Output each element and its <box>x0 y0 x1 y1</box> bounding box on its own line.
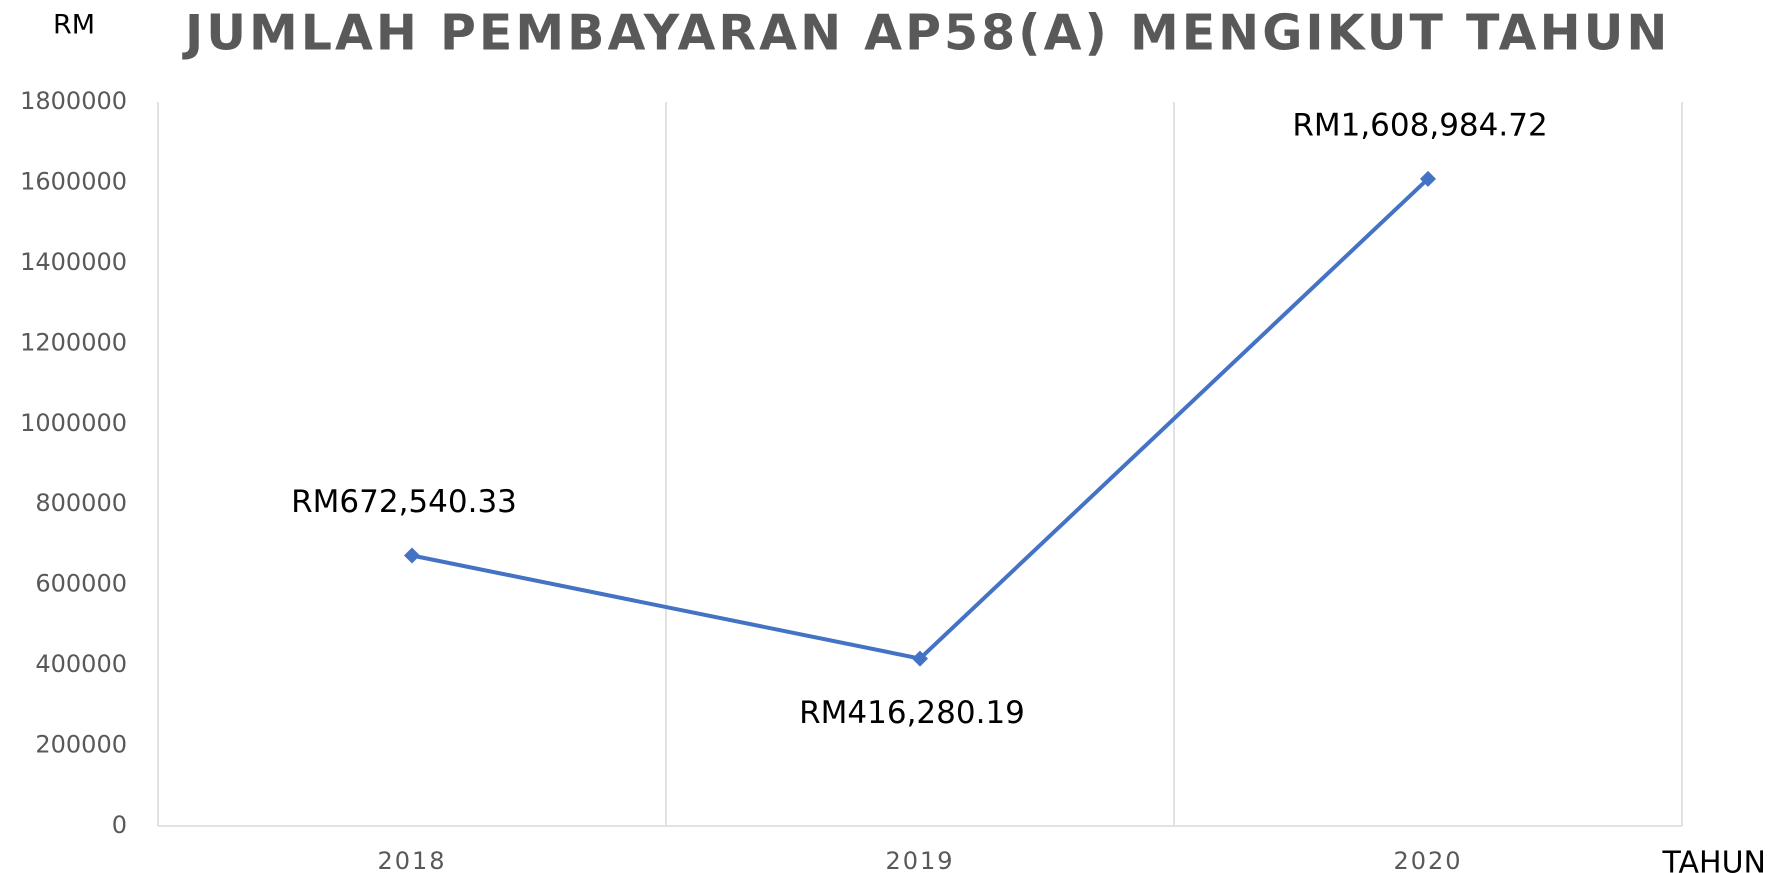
y-tick-label: 200000 <box>35 731 127 759</box>
y-tick-label: 1600000 <box>20 167 127 195</box>
y-tick-label: 1400000 <box>20 248 127 276</box>
line <box>411 177 1430 661</box>
marker <box>1420 170 1436 187</box>
data-label: RM1,608,984.72 <box>1292 107 1547 143</box>
x-tick-label: 2020 <box>1393 847 1462 873</box>
x-tick-label: 2019 <box>885 847 954 873</box>
y-tick-label: 800000 <box>35 489 127 517</box>
marker <box>404 547 420 564</box>
y-tick-label: 400000 <box>35 650 127 678</box>
chart-title: JUMLAH PEMBAYARAN AP58(A) MENGIKUT TAHUN <box>182 5 1670 62</box>
marker <box>912 650 928 667</box>
data-label: RM416,280.19 <box>799 695 1025 731</box>
x-tick-label: 2018 <box>377 847 446 873</box>
y-tick-label: 1800000 <box>20 87 127 115</box>
y-axis-label: RM <box>53 10 95 41</box>
data-label: RM672,540.33 <box>291 484 517 520</box>
y-tick-label: 1000000 <box>20 409 127 437</box>
y-tick-label: 1200000 <box>20 328 127 356</box>
y-tick-label: 600000 <box>35 570 127 598</box>
y-tick-label: 0 <box>112 811 127 839</box>
x-axis-label: TAHUN <box>1662 846 1766 873</box>
